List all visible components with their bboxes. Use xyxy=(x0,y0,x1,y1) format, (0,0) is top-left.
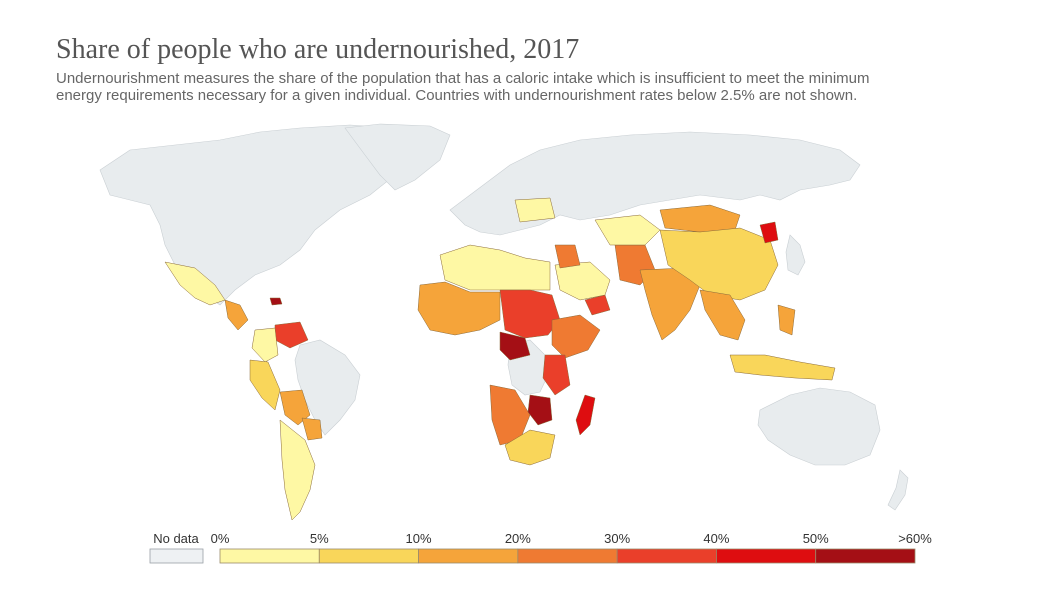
indonesia[interactable] xyxy=(729,354,836,381)
legend-swatch-4 xyxy=(616,548,717,564)
mongolia[interactable] xyxy=(659,204,741,233)
legend-swatch-5 xyxy=(716,548,817,564)
legend-bins: 0% 5% 10% 20% 30% 40% 50% >60% xyxy=(211,531,932,564)
legend-swatch-1 xyxy=(318,548,419,564)
legend-tick-label-4: 30% xyxy=(604,531,630,546)
brazil[interactable] xyxy=(294,339,361,436)
central-america[interactable] xyxy=(224,299,249,331)
legend-swatch-0 xyxy=(219,548,320,564)
legend-swatch-6 xyxy=(815,548,916,564)
chart-title: Share of people who are undernourished, … xyxy=(56,34,580,65)
legend-tick-label-2: 10% xyxy=(406,531,432,546)
new-zealand[interactable] xyxy=(887,469,909,511)
peru-ecuador[interactable] xyxy=(249,359,281,411)
north-africa[interactable] xyxy=(439,244,551,291)
world-map xyxy=(99,123,909,521)
sahel-west[interactable] xyxy=(417,281,501,336)
chart-subtitle: Undernourishment measures the share of t… xyxy=(56,70,870,104)
north-america[interactable] xyxy=(99,124,441,306)
legend-tick-label-1: 5% xyxy=(310,531,329,546)
chad-sudan[interactable] xyxy=(499,289,561,339)
legend-tick-label-5: 40% xyxy=(703,531,729,546)
iraq-syria[interactable] xyxy=(554,244,581,269)
north-korea[interactable] xyxy=(759,221,779,244)
philippines[interactable] xyxy=(777,304,796,336)
legend-tick-label-6: 50% xyxy=(803,531,829,546)
ethiopia-horn[interactable] xyxy=(551,314,601,359)
argentina-chile[interactable] xyxy=(279,419,316,521)
legend-swatch-2 xyxy=(418,548,519,564)
legend-swatch-3 xyxy=(517,548,618,564)
yemen[interactable] xyxy=(584,294,611,316)
europe-east[interactable] xyxy=(514,197,556,223)
zambia-zimbabwe[interactable] xyxy=(527,394,553,426)
haiti[interactable] xyxy=(269,297,283,306)
south-africa[interactable] xyxy=(504,429,556,466)
car[interactable] xyxy=(499,331,531,361)
central-asia[interactable] xyxy=(594,214,661,246)
legend-no-data-label: No data xyxy=(153,531,199,546)
colored-countries xyxy=(164,197,836,521)
china[interactable] xyxy=(659,227,779,301)
legend-no-data-swatch xyxy=(149,548,204,564)
east-africa[interactable] xyxy=(542,354,571,396)
legend-tick-label-0: 0% xyxy=(211,531,230,546)
mexico[interactable] xyxy=(164,261,226,306)
arabia[interactable] xyxy=(554,261,611,301)
southeast-asia[interactable] xyxy=(699,289,746,341)
madagascar[interactable] xyxy=(575,394,596,436)
paraguay[interactable] xyxy=(301,417,323,441)
greenland[interactable] xyxy=(344,123,451,191)
colombia[interactable] xyxy=(251,327,279,363)
europe-russia[interactable] xyxy=(449,131,861,236)
legend-tick-label-3: 20% xyxy=(505,531,531,546)
japan[interactable] xyxy=(785,234,806,276)
legend-tick-label-last: >60% xyxy=(898,531,932,546)
australia[interactable] xyxy=(757,387,881,466)
